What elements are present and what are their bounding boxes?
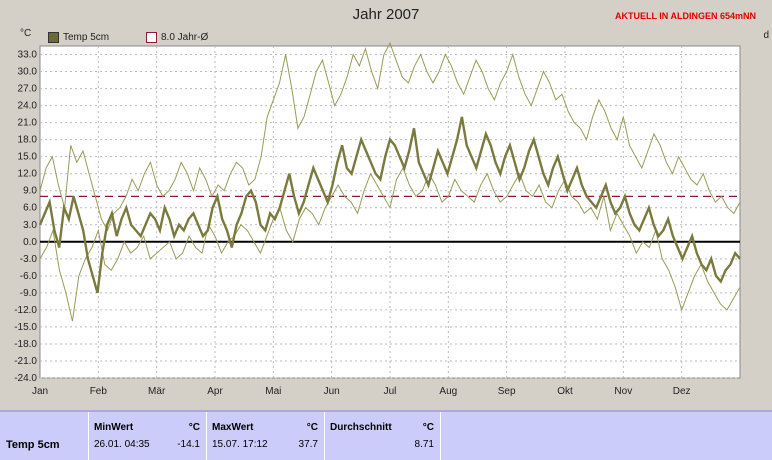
avg-header: Durchschnitt (330, 422, 392, 433)
y-tick-label: -24.0 (14, 373, 37, 384)
x-tick-label: Mär (148, 386, 166, 397)
x-tick-label: Jun (324, 386, 340, 397)
y-tick-label: 30.0 (18, 67, 38, 78)
stats-bar: Temp 5cm MinWert °C 26.01. 04:35 -14.1 M… (0, 410, 772, 460)
max-unit: °C (306, 422, 318, 433)
max-header: MaxWert (212, 422, 254, 433)
x-tick-label: Jul (384, 386, 397, 397)
x-tick-label: Nov (614, 386, 632, 397)
min-unit: °C (188, 422, 200, 433)
y-tick-label: 18.0 (18, 135, 38, 146)
stats-max-cell: MaxWert °C 15.07. 17:12 37.7 (206, 412, 325, 460)
x-tick-label: Feb (90, 386, 108, 397)
chart-title: Jahr 2007 (352, 6, 420, 23)
max-envelope-line (39, 41, 741, 232)
legend-temp-swatch (48, 32, 59, 43)
legend-avg-label: 8.0 Jahr-Ø (161, 32, 209, 43)
y-unit-label: °C (20, 28, 32, 39)
x-tick-label: Dez (673, 386, 691, 397)
x-axis-ticks: Jan Feb Mär Apr Mai Jun Jul Aug Sep Okt Nov Dez (32, 386, 691, 397)
y-tick-label: 6.0 (23, 203, 37, 214)
y-tick-label: -3.0 (20, 254, 38, 265)
stats-avg-cell: Durchschnitt °C 8.71 (324, 412, 441, 460)
stats-min-cell: MinWert °C 26.01. 04:35 -14.1 (88, 412, 207, 460)
series-layer (38, 41, 741, 322)
x-tick-label: Okt (557, 386, 573, 397)
y-tick-label: -15.0 (14, 322, 37, 333)
y-tick-label: 0.0 (23, 237, 37, 248)
chart-panel: Jahr 2007 AKTUELL IN ALDINGEN 654mNN °C … (14, 6, 769, 397)
legend-temp: Temp 5cm (48, 32, 109, 43)
y-tick-label: -21.0 (14, 356, 37, 367)
legend-temp-label: Temp 5cm (63, 32, 110, 43)
x-tick-label: Aug (439, 386, 457, 397)
y-tick-label: 27.0 (18, 84, 38, 95)
cut-label: d (763, 30, 769, 41)
x-tick-label: Sep (498, 386, 516, 397)
y-tick-label: 33.0 (18, 50, 38, 61)
temp-5cm-line (38, 116, 741, 294)
x-tick-label: Mai (265, 386, 281, 397)
y-tick-label: 24.0 (18, 101, 38, 112)
min-header: MinWert (94, 422, 134, 433)
y-tick-label: 21.0 (18, 118, 38, 129)
max-date: 15.07. 17:12 (212, 439, 268, 450)
avg-value: 8.71 (414, 439, 434, 450)
min-date: 26.01. 04:35 (94, 439, 150, 450)
legend-avg-swatch (146, 32, 157, 43)
y-axis-ticks: 33.0 30.0 27.0 24.0 21.0 18.0 15.0 12.0 9.0 6.0 3.… (14, 50, 37, 384)
max-value: 37.7 (298, 439, 318, 450)
y-tick-label: -12.0 (14, 305, 37, 316)
min-value: -14.1 (177, 439, 200, 450)
plot-svg: 33.0 30.0 27.0 24.0 21.0 18.0 15.0 12.0 9.0 6.0 3.… (14, 41, 741, 397)
stats-row-label: Temp 5cm (6, 439, 60, 451)
min-envelope-line (39, 166, 741, 322)
y-tick-label: -6.0 (20, 271, 38, 282)
x-tick-label: Apr (207, 386, 223, 397)
stats-label-cell: Temp 5cm (0, 412, 89, 460)
y-tick-label: 9.0 (23, 186, 37, 197)
avg-unit: °C (422, 422, 434, 433)
x-tick-label: Jan (32, 386, 48, 397)
y-tick-label: -18.0 (14, 339, 37, 350)
legend-avg: 8.0 Jahr-Ø (146, 32, 208, 43)
y-tick-label: 15.0 (18, 152, 38, 163)
station-label: AKTUELL IN ALDINGEN 654mNN (614, 11, 756, 21)
y-tick-label: 3.0 (23, 220, 37, 231)
y-tick-label: -9.0 (20, 288, 38, 299)
y-tick-label: 12.0 (18, 169, 38, 180)
